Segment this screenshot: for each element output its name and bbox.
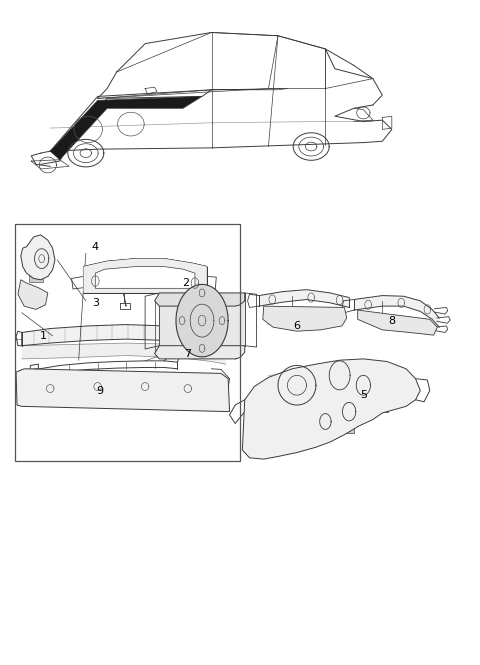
Text: 6: 6 (293, 321, 300, 331)
Polygon shape (16, 369, 229, 412)
Polygon shape (242, 359, 420, 459)
Polygon shape (50, 96, 202, 160)
Polygon shape (358, 310, 437, 335)
Text: 7: 7 (184, 348, 192, 358)
Bar (335, 423, 354, 433)
Bar (306, 428, 333, 440)
Polygon shape (159, 293, 245, 346)
Text: 9: 9 (96, 386, 104, 396)
Polygon shape (84, 259, 207, 293)
Text: 8: 8 (388, 316, 396, 326)
Text: 4: 4 (92, 242, 99, 252)
Polygon shape (155, 346, 245, 359)
Polygon shape (263, 306, 347, 331)
Bar (392, 388, 405, 402)
Text: 1: 1 (40, 331, 47, 340)
Polygon shape (155, 293, 245, 306)
Bar (29, 276, 43, 283)
Text: 2: 2 (182, 278, 189, 288)
Bar (27, 260, 38, 268)
Text: 3: 3 (92, 298, 99, 308)
Bar (373, 400, 388, 412)
Polygon shape (176, 285, 228, 357)
Polygon shape (21, 235, 55, 280)
Bar (14, 223, 240, 461)
Text: 5: 5 (360, 390, 367, 400)
Polygon shape (96, 267, 195, 289)
Polygon shape (18, 280, 48, 309)
